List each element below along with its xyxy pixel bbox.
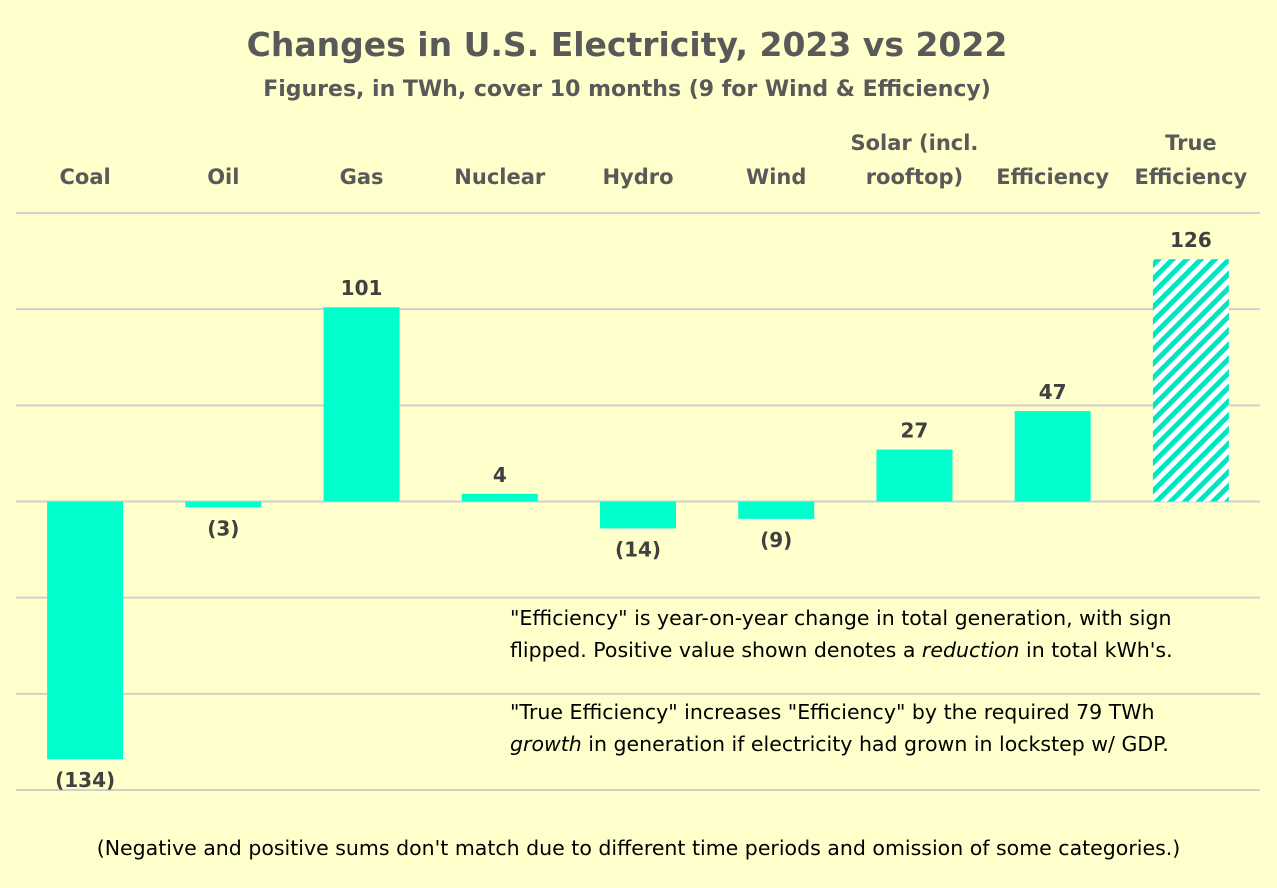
- data-label: 4: [493, 463, 507, 487]
- data-label: 47: [1039, 380, 1067, 404]
- footnote: (Negative and positive sums don't match …: [96, 836, 1181, 860]
- true-efficiency-note: "True Efficiency" increases "Efficiency"…: [510, 696, 1230, 760]
- data-label: 101: [341, 276, 383, 300]
- category-label: Hydro: [602, 165, 673, 189]
- true-efficiency-note-line1: "True Efficiency" increases "Efficiency"…: [510, 700, 1155, 724]
- annotation-note: "Efficiency" is year-on-year change in t…: [510, 602, 1230, 790]
- category-label: Coal: [60, 165, 111, 189]
- bar-solar-incl-rooftop: [876, 449, 953, 502]
- category-label: Efficiency: [996, 165, 1109, 189]
- data-label: (3): [207, 516, 239, 540]
- true-efficiency-note-line2: in generation if electricity had grown i…: [581, 732, 1169, 756]
- data-label: (14): [615, 537, 661, 561]
- data-label: 126: [1170, 228, 1212, 252]
- efficiency-note: "Efficiency" is year-on-year change in t…: [510, 602, 1230, 666]
- efficiency-note-line2a: flipped. Positive value shown denotes a: [510, 638, 922, 662]
- bar-true-efficiency: [1152, 259, 1229, 502]
- chart-title: Changes in U.S. Electricity, 2023 vs 202…: [247, 25, 1008, 64]
- category-label: Nuclear: [454, 165, 546, 189]
- category-label: Wind: [746, 165, 806, 189]
- data-label: 27: [901, 419, 929, 443]
- bar-coal: [47, 501, 124, 760]
- bar-gas: [323, 307, 400, 502]
- category-label: Gas: [340, 165, 384, 189]
- category-label: Efficiency: [1135, 165, 1248, 189]
- category-label: True: [1165, 131, 1217, 155]
- category-label: rooftop): [866, 165, 963, 189]
- efficiency-note-line1: "Efficiency" is year-on-year change in t…: [510, 606, 1172, 630]
- efficiency-note-line2b: in total kWh's.: [1019, 638, 1173, 662]
- bar-wind: [738, 501, 815, 519]
- bar-nuclear: [461, 493, 538, 502]
- efficiency-note-emphasis: reduction: [921, 638, 1020, 662]
- bar-oil: [185, 501, 262, 508]
- bar-hydro: [600, 501, 676, 529]
- category-label: Solar (incl.: [850, 131, 978, 155]
- data-label: (134): [55, 768, 115, 792]
- category-label: Oil: [207, 165, 239, 189]
- bar-efficiency: [1014, 411, 1091, 502]
- true-efficiency-note-emphasis: growth: [510, 732, 582, 756]
- chart-subtitle: Figures, in TWh, cover 10 months (9 for …: [263, 77, 991, 102]
- data-label: (9): [760, 528, 792, 552]
